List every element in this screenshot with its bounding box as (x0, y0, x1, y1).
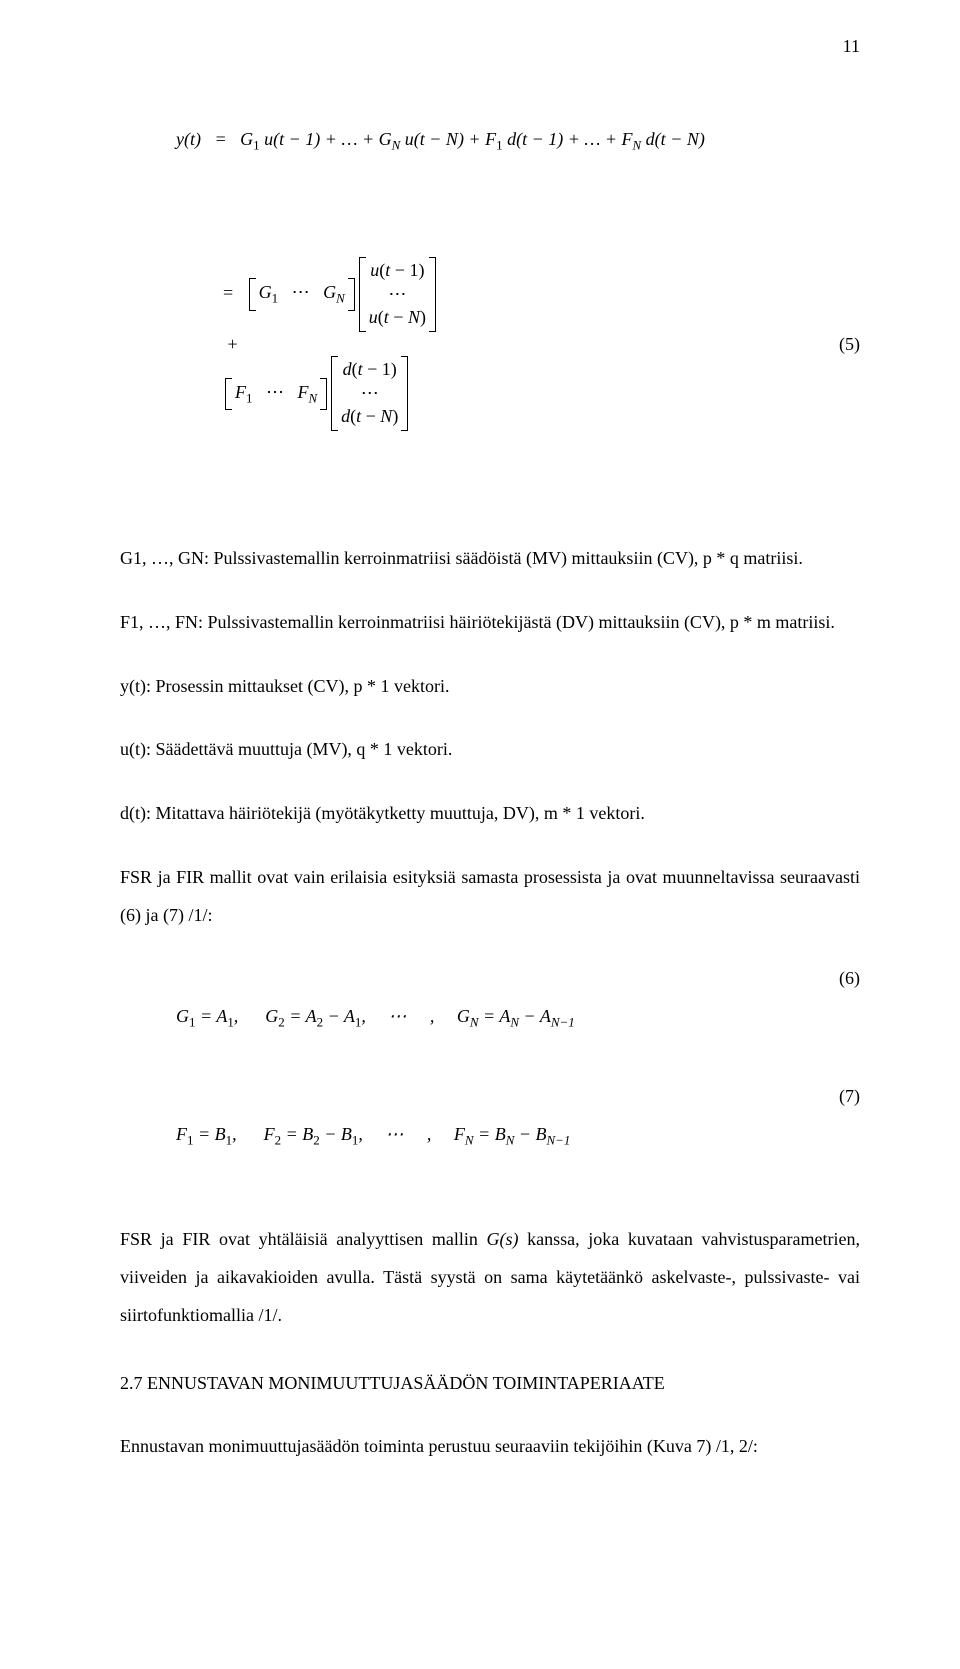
paragraph-fsr-intro: FSR ja FIR mallit ovat vain erilaisia es… (120, 859, 860, 935)
equation-5-number: (5) (809, 332, 860, 356)
page: 11 y(t) = G1 u(t − 1) + … + GN u(t − N) … (0, 0, 960, 1669)
page-number: 11 (843, 28, 860, 66)
gs-symbol: G(s) (487, 1229, 519, 1249)
paragraph-after-eq67-part1: FSR ja FIR ovat yhtäläisiä analyyttisen … (120, 1229, 487, 1249)
equation-5: y(t) = G1 u(t − 1) + … + GN u(t − N) + F… (120, 54, 860, 504)
paragraph-y: y(t): Prosessin mittaukset (CV), p * 1 v… (120, 668, 860, 706)
paragraph-after-eq67: FSR ja FIR ovat yhtäläisiä analyyttisen … (120, 1221, 860, 1334)
equation-6: G1 = A1, G2 = A2 − A1, ⋯ , GN = AN − AN−… (140, 960, 860, 1073)
paragraph-F: F1, …, FN: Pulssivastemallin kerroinmatr… (120, 604, 860, 642)
section-heading-2-7: 2.7 ENNUSTAVAN MONIMUUTTUJASÄÄDÖN TOIMIN… (120, 1365, 860, 1403)
paragraph-d: d(t): Mitattava häiriötekijä (myötäkytke… (120, 795, 860, 833)
equation-7: F1 = B1, F2 = B2 − B1, ⋯ , FN = BN − BN−… (140, 1078, 860, 1191)
equation-6-number: (6) (839, 960, 860, 998)
paragraph-G: G1, …, GN: Pulssivastemallin kerroinmatr… (120, 540, 860, 578)
equation-7-number: (7) (839, 1078, 860, 1116)
equation-6-7-block: G1 = A1, G2 = A2 − A1, ⋯ , GN = AN − AN−… (120, 960, 860, 1191)
paragraph-last: Ennustavan monimuuttujasäädön toiminta p… (120, 1428, 860, 1466)
paragraph-u: u(t): Säädettävä muuttuja (MV), q * 1 ve… (120, 731, 860, 769)
